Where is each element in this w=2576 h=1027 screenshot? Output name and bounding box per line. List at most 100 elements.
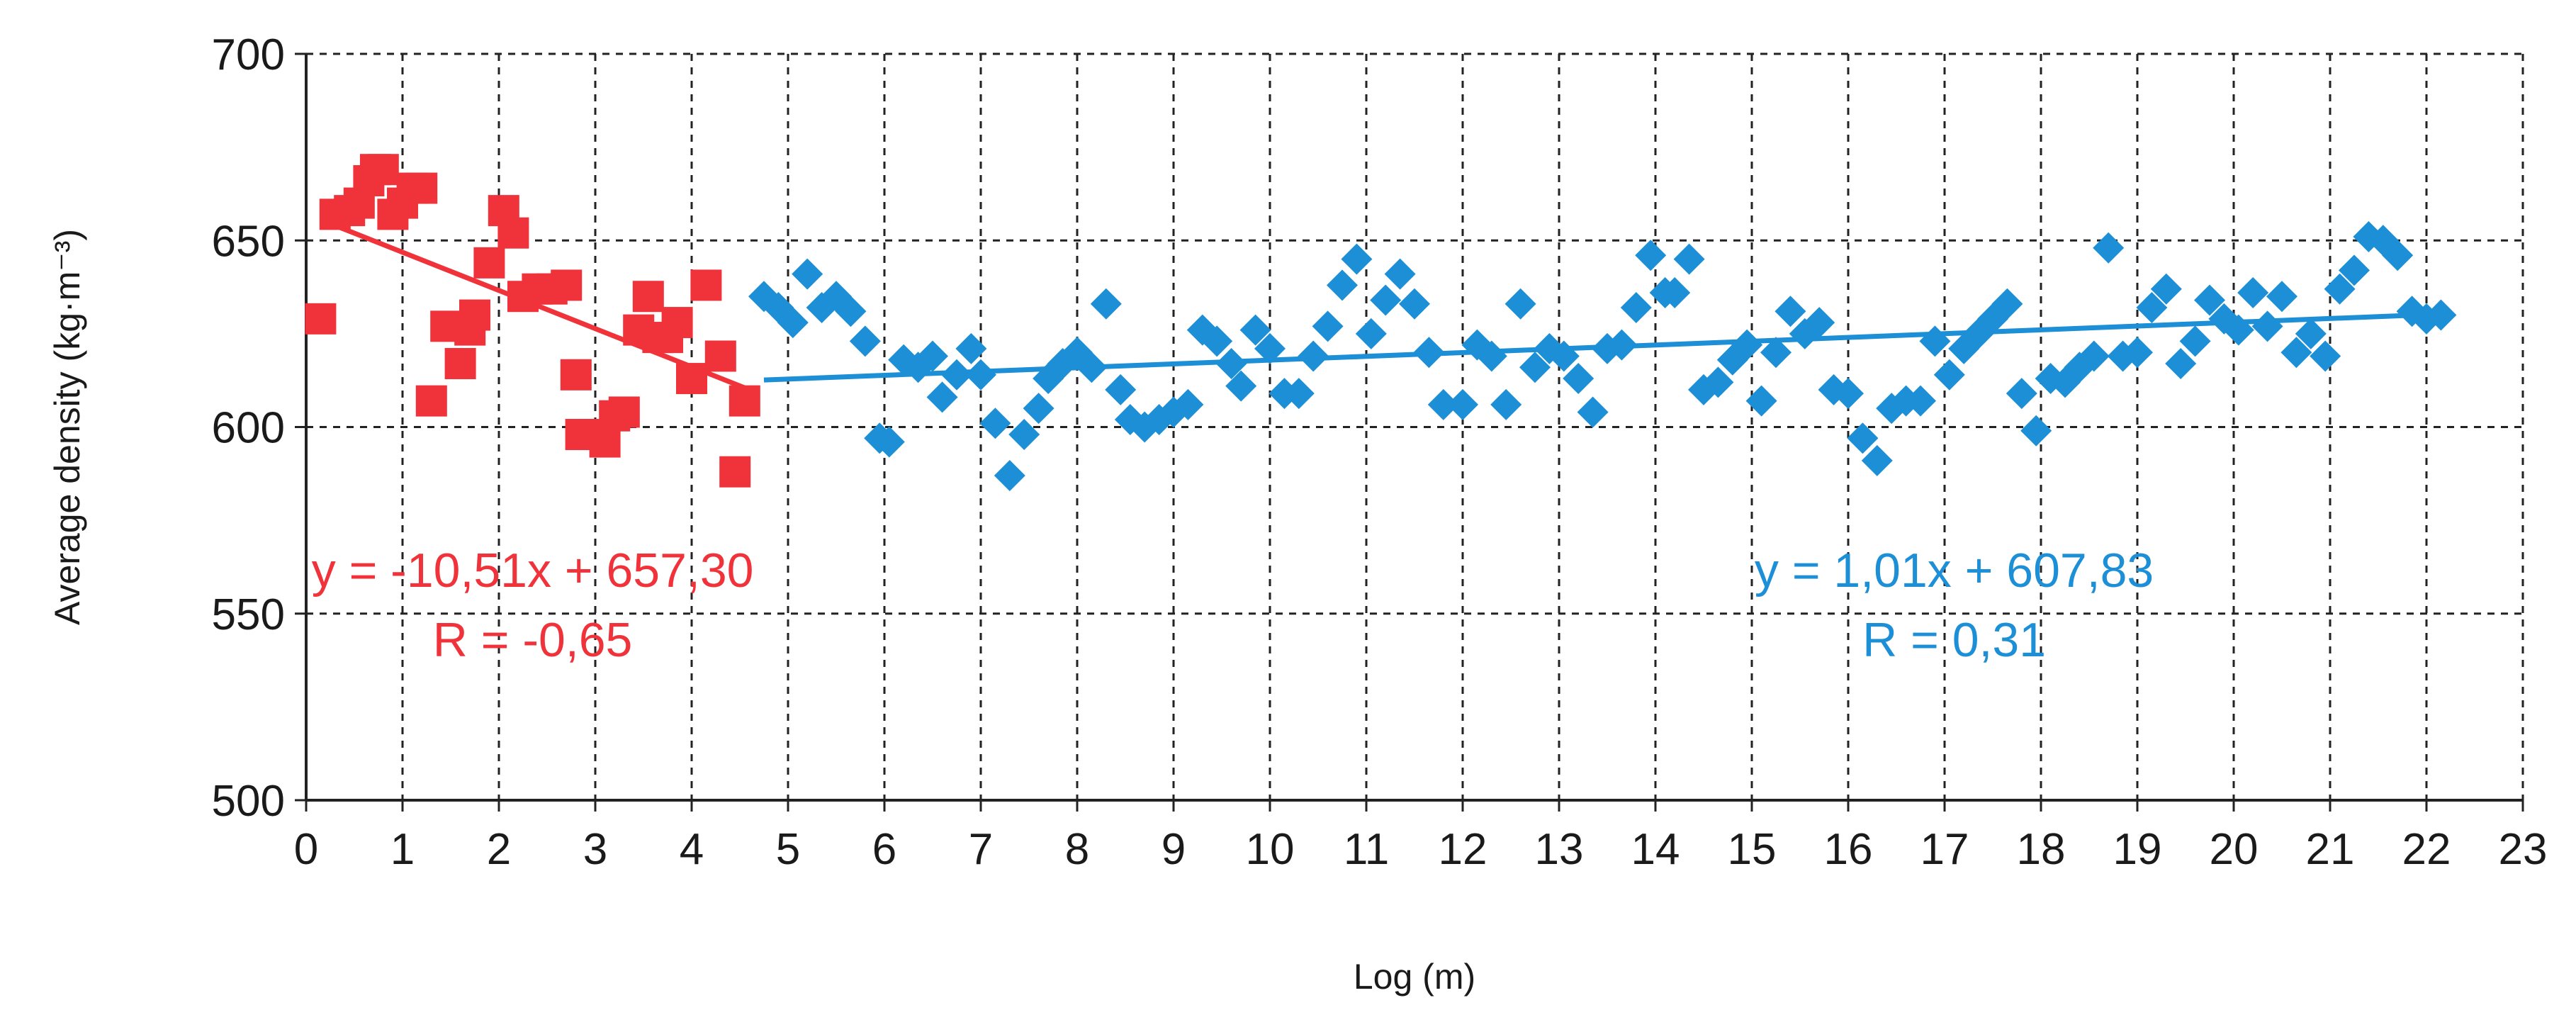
x-tick-label: 23 [2499,825,2548,874]
data-points [305,154,2457,491]
data-point-diamond [1731,329,1763,361]
data-point-diamond [1905,385,1936,417]
x-tick-label: 10 [1246,825,1295,874]
data-point-square [415,385,447,417]
data-point-diamond [941,359,972,391]
data-point-diamond [1023,393,1054,425]
data-point-diamond [1490,388,1522,420]
data-point-square [719,456,751,488]
data-point-square [551,269,583,301]
data-point-square [704,340,736,372]
data-point-diamond [1861,444,1893,476]
data-point-square [473,247,505,279]
data-point-diamond [835,296,867,327]
data-point-diamond [1225,370,1257,402]
data-point-diamond [873,426,905,458]
data-point-square [690,269,722,301]
data-point-diamond [2150,273,2182,305]
data-point-diamond [1606,329,1638,361]
x-tick-label: 1 [390,825,415,874]
data-point-diamond [1774,296,1806,327]
data-point-diamond [1447,388,1478,420]
data-point-square [676,363,707,395]
trendline-series-1 [334,223,750,393]
x-tick-label: 0 [294,825,318,874]
data-point-diamond [917,340,948,372]
data-point-square [661,307,693,339]
data-point-diamond [2122,337,2153,369]
x-tick-label: 12 [1439,825,1487,874]
data-point-diamond [2179,325,2211,357]
grid-lines [306,52,2524,800]
data-point-diamond [2266,281,2297,313]
data-point-diamond [777,307,809,339]
data-point-diamond [955,332,987,364]
data-point-diamond [1548,340,1580,372]
data-point-square [459,299,490,331]
data-point-square [608,396,640,428]
data-point-square [444,347,476,379]
data-point-diamond [2194,284,2225,316]
data-point-diamond [1620,292,1652,324]
data-point-diamond [1201,325,1233,357]
data-point-diamond [792,258,823,290]
y-tick-label: 600 [212,404,285,453]
trendline-equation: y = -10,51x + 657,30 [312,544,754,597]
x-tick-label: 4 [680,825,704,874]
data-point-diamond [2295,318,2327,349]
data-point-diamond [926,381,958,413]
data-point-diamond [1427,388,1459,420]
data-point-diamond [1399,288,1430,320]
y-tick-label: 650 [212,217,285,266]
data-point-diamond [2006,378,2037,410]
y-tick-labels: 500 550 600 650 700 [212,30,285,826]
data-point-diamond [1215,347,1247,379]
data-point-diamond [1475,340,1507,372]
y-tick-label: 500 [212,777,285,826]
data-point-diamond [1172,388,1204,420]
x-tick-label: 3 [583,825,607,874]
data-point-diamond [2093,232,2125,264]
data-point-diamond [2136,292,2168,324]
data-point-diamond [2251,310,2283,342]
data-point-diamond [1341,243,1373,275]
data-point-diamond [1312,310,1344,342]
data-point-diamond [1847,422,1879,454]
data-point-diamond [1919,325,1951,357]
data-point-diamond [1804,307,1835,339]
data-point-diamond [849,325,881,357]
data-point-diamond [1833,378,1864,410]
data-point-diamond [2020,415,2052,447]
data-point-square [497,217,529,249]
data-point-diamond [2324,273,2356,305]
data-point-square [367,154,399,186]
data-point-diamond [1745,385,1777,417]
x-tick-label: 18 [2017,825,2066,874]
axes [295,52,2524,812]
data-point-diamond [2165,347,2197,379]
x-tick-label: 20 [2210,825,2259,874]
data-point-diamond [1298,340,1329,372]
data-point-diamond [2222,314,2254,346]
data-point-diamond [2382,240,2414,271]
x-tick-label: 15 [1728,825,1777,874]
data-point-diamond [1076,352,1108,383]
y-axis-title: Average density (kg·m⁻³) [47,229,87,625]
data-point-diamond [1659,276,1691,308]
annotations: y = -10,51x + 657,30 R = -0,65 y = 1,01x +… [312,544,2154,667]
x-tick-label: 21 [2306,825,2355,874]
data-point-diamond [1991,288,2023,320]
x-tick-label: 13 [1535,825,1584,874]
data-point-diamond [1355,318,1387,349]
data-point-diamond [1577,396,1609,428]
x-tick-label: 9 [1162,825,1186,874]
trendline-equation: y = 1,01x + 607,83 [1755,544,2154,597]
x-tick-label: 5 [776,825,800,874]
data-point-diamond [1283,378,1315,410]
data-point-diamond [1370,284,1402,316]
correlation-coefficient: R = 0,31 [1862,613,2046,667]
x-tick-label: 17 [1920,825,1969,874]
data-point-diamond [1413,337,1445,369]
data-point-diamond [1384,258,1416,290]
